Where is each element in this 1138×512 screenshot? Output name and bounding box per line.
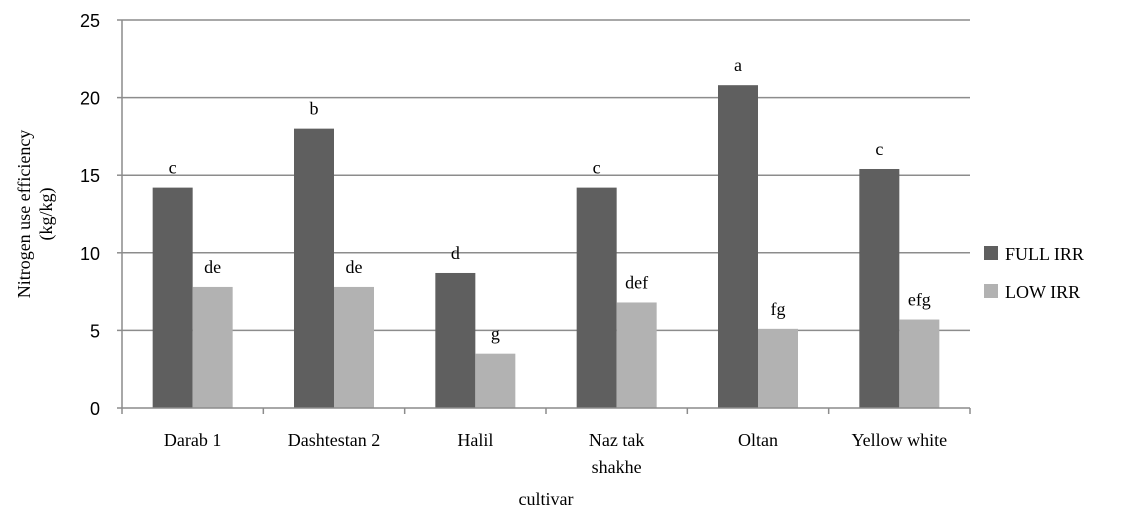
- legend-swatch: [984, 284, 998, 298]
- bar-low-irr-1: [334, 286, 374, 408]
- y-axis-title-line: Nitrogen use efficiency: [14, 130, 34, 299]
- legend-swatch: [984, 246, 998, 260]
- x-category-label: Dashtestan 2: [288, 430, 380, 450]
- significance-letter: c: [875, 139, 883, 159]
- significance-letter: c: [169, 158, 177, 178]
- y-axis-title: Nitrogen use efficiency (kg/kg): [14, 130, 57, 299]
- bars: [152, 85, 940, 409]
- legend-label: LOW IRR: [1005, 282, 1080, 302]
- bar-low-irr-0: [192, 286, 233, 408]
- x-category-label: Yellow white: [851, 430, 947, 450]
- bar-low-irr-5: [899, 319, 940, 408]
- gridlines: [122, 19, 970, 332]
- x-category-label: Halil: [457, 430, 493, 450]
- bar-low-irr-4: [758, 328, 798, 408]
- x-axis-title: cultivar: [519, 489, 574, 509]
- significance-letter: a: [734, 55, 742, 75]
- bar-low-irr-2: [475, 353, 516, 408]
- significance-letter: efg: [908, 290, 931, 310]
- axes: [117, 19, 971, 414]
- y-tick-label: 5: [90, 321, 100, 341]
- y-tick-label: 20: [80, 89, 100, 109]
- bar-full-irr-4: [718, 85, 758, 409]
- x-category-labels: Darab 1 Dashtestan 2 Halil Naz tak shakhe Olt…: [164, 430, 947, 477]
- legend: FULL IRR LOW IRR: [984, 244, 1084, 302]
- significance-letter: de: [204, 257, 221, 277]
- legend-label: FULL IRR: [1005, 244, 1084, 264]
- significance-letter: fg: [771, 299, 786, 319]
- bar-low-irr-3: [616, 302, 657, 408]
- x-category-label: Oltan: [738, 430, 778, 450]
- significance-letter: c: [593, 158, 601, 178]
- bar-full-irr-5: [859, 168, 900, 408]
- y-tick-label: 0: [90, 399, 100, 419]
- bar-full-irr-2: [435, 272, 476, 408]
- significance-letters: c de b de d g c def a fg c efg: [169, 55, 931, 343]
- y-tick-label: 15: [80, 166, 100, 186]
- y-tick-label: 10: [80, 244, 100, 264]
- y-axis-title-line: (kg/kg): [36, 188, 57, 241]
- significance-letter: de: [346, 257, 363, 277]
- bar-full-irr-0: [152, 187, 193, 408]
- significance-letter: def: [625, 272, 648, 292]
- x-category-label: shakhe: [592, 457, 642, 477]
- y-tick-label: 25: [80, 11, 100, 31]
- bar-full-irr-3: [576, 187, 617, 408]
- significance-letter: b: [310, 99, 319, 119]
- x-category-label: Darab 1: [164, 430, 221, 450]
- significance-letter: g: [491, 324, 500, 344]
- x-category-label: Naz tak: [589, 430, 644, 450]
- bar-full-irr-1: [294, 128, 334, 408]
- y-tick-labels: 0 5 10 15 20 25: [80, 11, 100, 419]
- significance-letter: d: [451, 243, 460, 263]
